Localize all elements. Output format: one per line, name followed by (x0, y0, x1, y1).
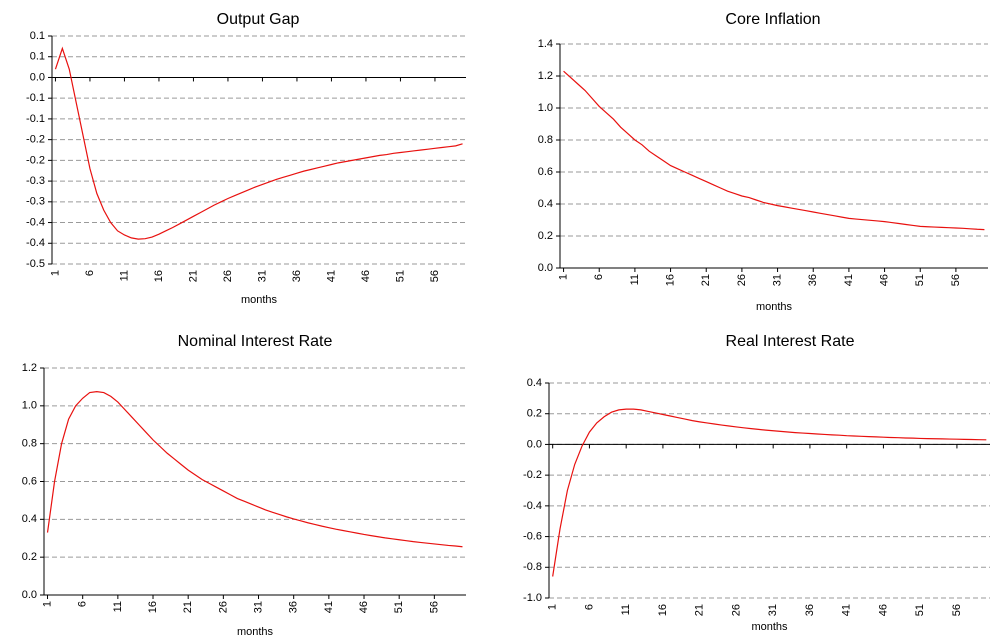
x-tick-label: 21 (187, 270, 199, 282)
y-tick-label: 0.0 (30, 71, 45, 83)
y-tick-label: -0.2 (523, 469, 542, 481)
data-line (552, 408, 987, 577)
x-tick-label: 11 (112, 601, 124, 612)
x-axis-label: months (241, 294, 278, 306)
y-tick-label: 1.2 (22, 362, 37, 374)
x-tick-label: 11 (629, 274, 641, 285)
y-tick-label: 1.4 (538, 38, 553, 50)
x-tick-label: 36 (288, 601, 300, 613)
y-tick-label: 0.1 (30, 51, 45, 63)
y-tick-label: 0.6 (22, 475, 37, 487)
x-tick-label: 1 (41, 601, 53, 607)
x-tick-label: 16 (147, 601, 159, 613)
y-tick-label: 0.4 (22, 513, 37, 525)
x-tick-label: 46 (358, 601, 370, 613)
x-tick-label: 16 (657, 604, 669, 616)
y-tick-label: 0.0 (538, 262, 553, 274)
y-tick-label: -0.3 (26, 175, 45, 187)
x-axis-label: months (756, 301, 793, 313)
x-tick-label: 36 (807, 274, 819, 286)
x-tick-label: 1 (557, 274, 569, 280)
x-tick-label: 6 (593, 274, 605, 280)
y-tick-label: 0.0 (22, 589, 37, 601)
y-tick-label: -0.8 (523, 561, 542, 573)
x-tick-label: 56 (950, 274, 962, 286)
x-tick-label: 41 (841, 604, 853, 616)
x-tick-label: 31 (771, 274, 783, 286)
y-tick-label: 0.0 (527, 438, 542, 450)
y-tick-label: 0.4 (538, 198, 553, 210)
y-tick-label: 1.0 (538, 102, 553, 114)
x-tick-label: 51 (393, 601, 405, 613)
y-tick-label: -0.4 (26, 237, 45, 249)
y-tick-label: 0.4 (527, 377, 542, 389)
y-tick-label: -0.2 (26, 134, 45, 146)
y-tick-label: 0.2 (22, 551, 37, 563)
y-tick-label: 0.2 (527, 408, 542, 420)
x-tick-label: 51 (914, 604, 926, 616)
y-tick-label: 1.0 (22, 400, 37, 412)
x-tick-label: 6 (84, 270, 96, 276)
chart-title: Nominal Interest Rate (178, 333, 333, 350)
x-tick-label: 6 (77, 601, 89, 607)
data-line (54, 46, 463, 240)
chart-title: Core Inflation (725, 11, 820, 28)
x-tick-label: 26 (222, 270, 234, 282)
y-tick-label: -0.4 (523, 500, 542, 512)
x-tick-label: 21 (700, 274, 712, 286)
x-tick-label: 26 (217, 601, 229, 613)
x-tick-label: 21 (182, 601, 194, 613)
x-tick-label: 41 (843, 274, 855, 286)
y-tick-label: 0.8 (22, 438, 37, 450)
x-tick-label: 31 (256, 270, 268, 282)
x-tick-label: 21 (694, 604, 706, 616)
y-tick-label: 0.2 (538, 230, 553, 242)
x-tick-label: 16 (153, 270, 165, 282)
x-tick-label: 26 (736, 274, 748, 286)
x-tick-label: 6 (583, 604, 595, 610)
y-tick-label: -0.5 (26, 258, 45, 270)
x-tick-label: 46 (877, 604, 889, 616)
x-tick-label: 31 (767, 604, 779, 616)
x-tick-label: 46 (360, 270, 372, 282)
y-tick-label: -0.1 (26, 92, 45, 104)
y-tick-label: 0.1 (30, 30, 45, 42)
x-tick-label: 46 (878, 274, 890, 286)
x-axis-label: months (237, 626, 274, 638)
x-tick-label: 1 (49, 270, 61, 276)
y-tick-label: 0.8 (538, 134, 553, 146)
data-line (563, 70, 985, 231)
x-tick-label: 16 (664, 274, 676, 286)
x-tick-label: 56 (429, 270, 441, 282)
y-tick-label: -0.3 (26, 196, 45, 208)
y-tick-label: -0.4 (26, 216, 45, 228)
x-tick-label: 26 (730, 604, 742, 616)
x-axis-label: months (751, 621, 788, 633)
x-tick-label: 11 (620, 604, 632, 615)
x-tick-label: 51 (394, 270, 406, 282)
y-tick-label: -0.2 (26, 154, 45, 166)
x-tick-label: 11 (118, 270, 130, 281)
chart-title: Real Interest Rate (726, 333, 855, 350)
y-tick-label: 0.6 (538, 166, 553, 178)
y-tick-label: 1.2 (538, 70, 553, 82)
y-tick-label: -0.1 (26, 113, 45, 125)
x-tick-label: 36 (804, 604, 816, 616)
x-tick-label: 41 (323, 601, 335, 613)
data-line (46, 391, 463, 548)
chart-title: Output Gap (217, 11, 300, 28)
y-tick-label: -0.6 (523, 530, 542, 542)
x-tick-label: 56 (428, 601, 440, 613)
x-tick-label: 51 (914, 274, 926, 286)
x-tick-label: 1 (547, 604, 559, 610)
y-tick-label: -1.0 (523, 592, 542, 604)
x-tick-label: 41 (325, 270, 337, 282)
x-tick-label: 56 (951, 604, 963, 616)
x-tick-label: 36 (291, 270, 303, 282)
x-tick-label: 31 (252, 601, 264, 613)
